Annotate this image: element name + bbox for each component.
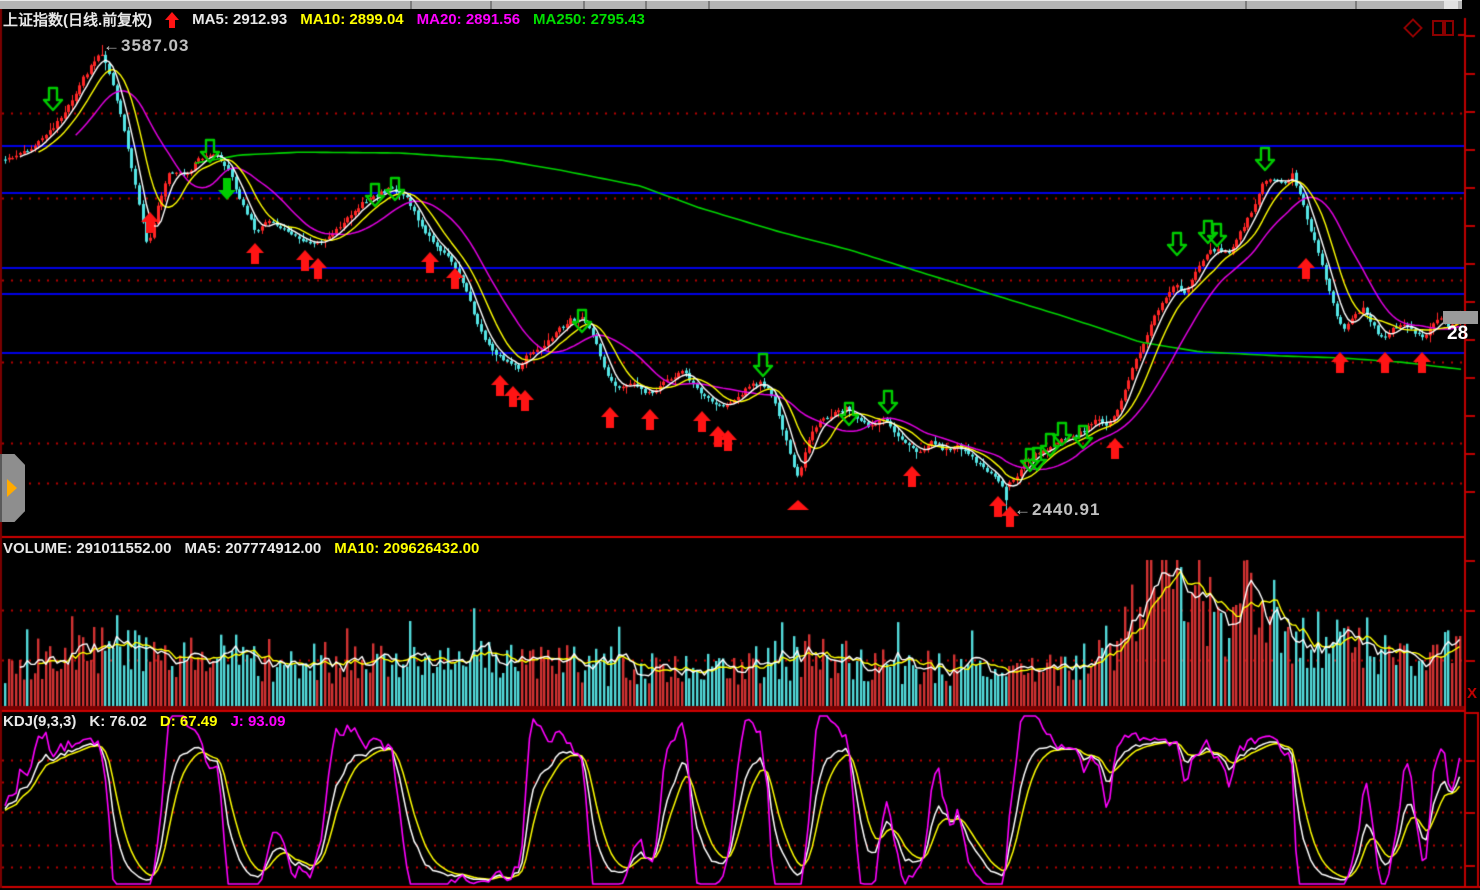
window-icon[interactable] xyxy=(1432,19,1454,36)
window-icon-left-pane xyxy=(1432,20,1444,36)
high-price-annotation: ←3587.03 xyxy=(103,36,190,55)
chevron-right-icon xyxy=(7,479,17,497)
kdj-pane-header: KDJ(9,3,3) K: 76.02 D: 67.49 J: 93.09 xyxy=(3,713,286,730)
top-strip-notch xyxy=(1355,1,1357,9)
volume-ma10-value: MA10: 209626432.00 xyxy=(334,540,480,557)
top-strip-notch xyxy=(1245,1,1247,9)
close-icon[interactable]: X xyxy=(1467,685,1478,702)
kdj-k-value: K: 76.02 xyxy=(89,713,147,730)
top-strip-notch xyxy=(490,1,492,9)
volume-ma5-value: MA5: 207774912.00 xyxy=(184,540,322,557)
main-chart-header: 上证指数(日线.前复权) MA5: 2912.93 MA10: 2899.04 MA2… xyxy=(3,9,645,30)
top-window-strip xyxy=(0,0,1462,9)
volume-pane-header: VOLUME: 291011552.00 MA5: 207774912.00 M… xyxy=(3,540,479,557)
volume-value: VOLUME: 291011552.00 xyxy=(3,540,172,557)
ma250-value: MA250: 2795.43 xyxy=(533,11,645,28)
sidebar-expand-handle[interactable] xyxy=(0,454,25,522)
top-strip-notch xyxy=(410,1,412,9)
last-price-tag-label: 28 xyxy=(1447,323,1469,344)
ma20-value: MA20: 2891.56 xyxy=(416,11,521,28)
last-price-tag xyxy=(1443,311,1478,324)
top-strip-notch xyxy=(645,1,647,9)
ma5-value: MA5: 2912.93 xyxy=(192,11,288,28)
window-icon-right-pane xyxy=(1444,20,1454,36)
top-strip-end xyxy=(1444,1,1458,9)
trend-up-arrow-icon xyxy=(165,11,180,28)
kdj-d-value: D: 67.49 xyxy=(159,713,218,730)
top-strip-notch xyxy=(708,1,710,9)
kdj-name: KDJ(9,3,3) xyxy=(3,713,77,730)
kdj-j-value: J: 93.09 xyxy=(230,713,286,730)
instrument-title: 上证指数(日线.前复权) xyxy=(3,12,153,29)
ma10-value: MA10: 2899.04 xyxy=(300,11,404,28)
low-price-annotation: ←2440.91 xyxy=(1014,500,1101,519)
top-strip-notch xyxy=(583,1,585,9)
